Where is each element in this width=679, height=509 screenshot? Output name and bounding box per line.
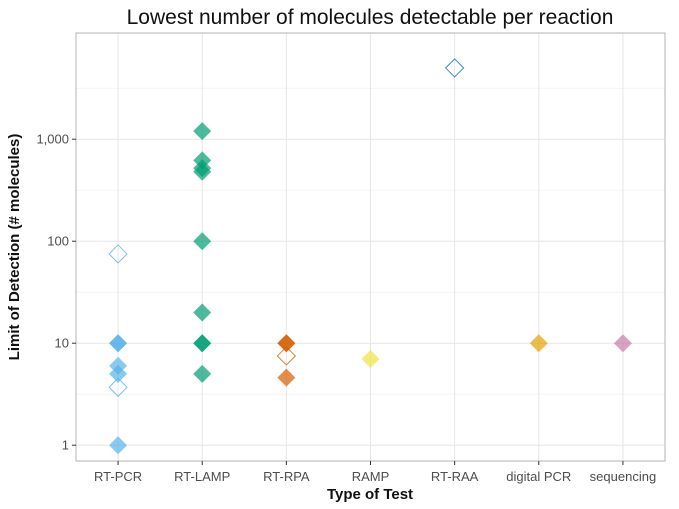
y-tick-label: 1 [62, 438, 69, 453]
data-point-diamond [529, 334, 548, 353]
y-tick-label: 10 [55, 336, 69, 351]
x-tick-label: sequencing [590, 469, 657, 484]
grid [76, 33, 665, 461]
data-point-diamond [361, 350, 380, 369]
data-point-diamond [444, 58, 465, 78]
data-point-diamond [193, 303, 212, 322]
data-point-diamond [109, 436, 128, 455]
data-point-diamond [193, 334, 212, 353]
data-point-diamond [193, 232, 212, 251]
x-axis: RT-PCR RT-LAMP RT-RPA RAMP RT-RAA digital PCR… [94, 461, 656, 484]
data-point-diamond [109, 334, 128, 353]
data-point-diamond [277, 334, 296, 353]
y-axis-title: Limit of Detection (# molecules) [6, 134, 23, 361]
x-tick-label: RT-RAA [431, 469, 479, 484]
data-point-diamond [108, 244, 128, 264]
data-point-diamond [613, 334, 632, 353]
y-tick-label: 1,000 [36, 132, 69, 147]
chart-title: Lowest number of molecules detectable pe… [127, 6, 614, 29]
data-point-diamond [108, 377, 128, 397]
data-point-diamond [193, 151, 212, 170]
x-axis-title: Type of Test [327, 486, 413, 503]
x-tick-label: RT-PCR [94, 469, 142, 484]
x-tick-label: RAMP [352, 469, 390, 484]
data-point-diamond [193, 364, 212, 383]
x-tick-label: RT-LAMP [174, 469, 230, 484]
data-point-diamond [276, 346, 297, 366]
data-point-diamond [109, 356, 128, 375]
y-tick-label: 100 [47, 234, 69, 249]
data-points [108, 58, 632, 455]
x-tick-label: digital PCR [506, 469, 571, 484]
data-point-diamond [193, 122, 212, 141]
x-tick-label: RT-RPA [263, 469, 310, 484]
y-axis: 1 10 100 1,000 [36, 132, 76, 453]
data-point-diamond [277, 368, 296, 387]
